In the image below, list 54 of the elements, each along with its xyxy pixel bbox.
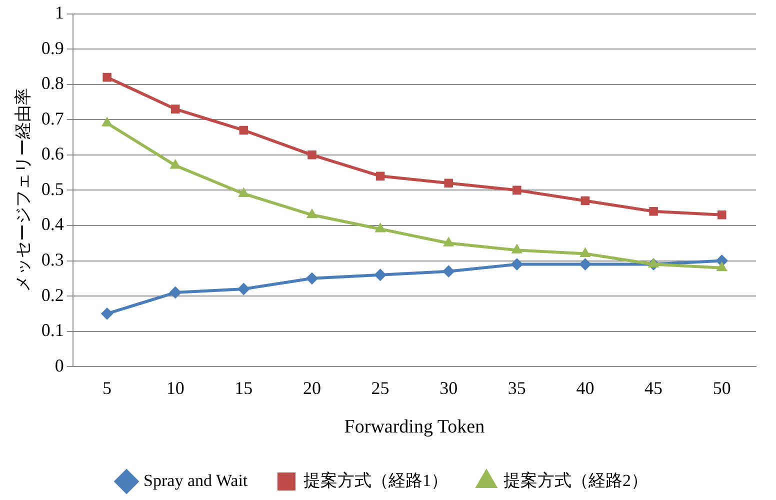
legend-label: 提案方式（経路1） [303,470,448,490]
y-tick-label: 1 [54,2,64,23]
point [579,258,592,270]
y-axis-title: メッセージフェリー経由率 [14,88,33,292]
point [102,117,112,126]
point [717,210,726,220]
point [443,237,454,246]
point [510,258,523,270]
x-tick-label: 35 [508,378,526,398]
x-tick-label: 50 [712,378,731,398]
point [169,286,182,299]
point [444,178,453,188]
point [649,206,658,216]
point [374,268,386,281]
y-tick-label: 0.9 [41,38,64,58]
y-tick-label: 0.3 [41,249,64,270]
x-tick-label: 20 [302,378,321,398]
point [239,126,248,135]
point [306,208,318,218]
y-tick-label: 0.2 [41,284,64,305]
legend-label: Spray and Wait [144,470,248,490]
legend-label: 提案方式（経路2） [503,470,648,490]
point [512,186,522,195]
x-tick-label: 30 [440,378,458,398]
x-tick-label: 5 [102,378,112,398]
x-axis-title: Forwarding Token [344,416,486,438]
point [308,150,316,160]
point [306,272,318,284]
point [648,258,659,268]
point [376,172,385,180]
point [375,223,386,232]
x-tick-label: 45 [644,378,663,398]
y-tick-label: 0.1 [41,320,64,340]
y-tick-label: 0 [54,355,64,376]
y-tick-label: 0.5 [41,178,64,199]
point [170,160,181,169]
point [102,72,112,82]
x-tick-label: 25 [371,378,390,398]
point [512,244,522,254]
point [238,188,249,197]
point [101,308,114,320]
x-tick-label: 15 [234,378,253,398]
x-tick-label: 10 [166,378,184,398]
point [170,104,180,114]
point [580,248,590,257]
y-tick-label: 0.6 [41,144,64,164]
point [580,196,590,206]
y-tick-label: 0.8 [41,73,64,94]
y-tick-label: 0.4 [41,214,64,234]
point [716,262,728,272]
point [238,282,250,295]
point [442,265,455,278]
y-tick-label: 0.7 [41,108,64,128]
x-tick-label: 40 [576,378,594,398]
